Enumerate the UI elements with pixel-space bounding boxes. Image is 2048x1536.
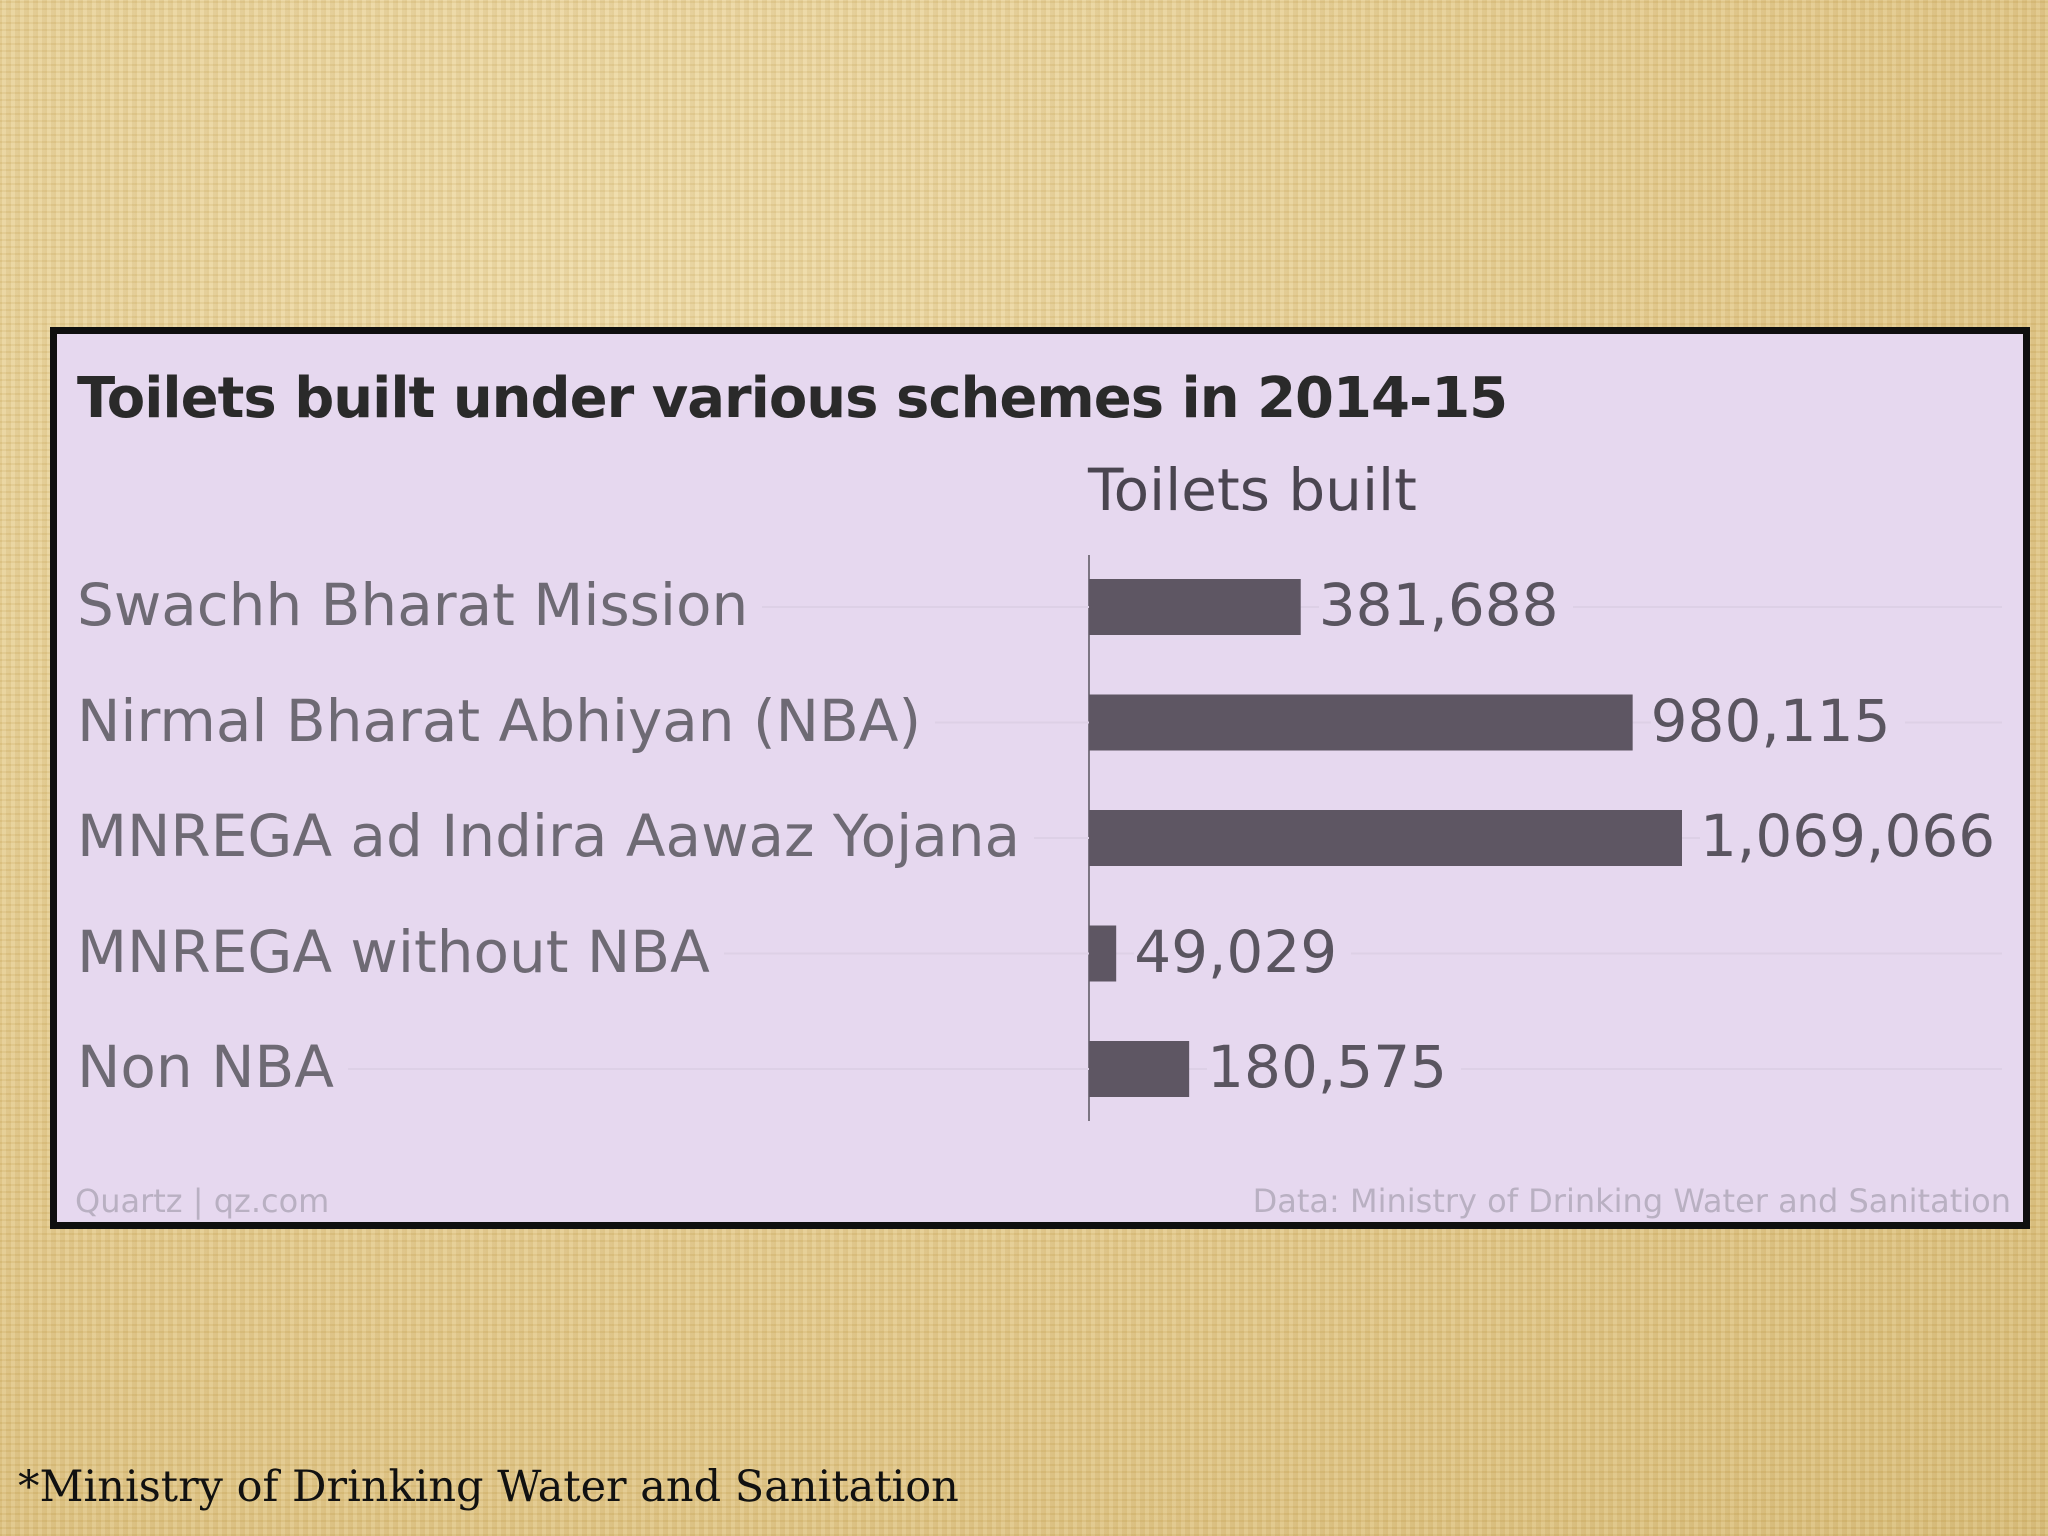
- bar: [1089, 1041, 1190, 1097]
- bar: [1089, 925, 1117, 982]
- source-credit: Quartz | qz.com: [75, 1182, 330, 1220]
- bar-chart: [77, 555, 2002, 1121]
- column-header: Toilets built: [1088, 456, 1417, 524]
- chart-panel: Toilets built under various schemes in 2…: [50, 327, 2030, 1229]
- value-label: 1,069,066: [1700, 802, 2010, 871]
- category-label: MNREGA ad Indira Aawaz Yojana: [77, 802, 1035, 871]
- bar: [1089, 694, 1633, 751]
- category-label: MNREGA without NBA: [77, 917, 724, 986]
- value-label: 381,688: [1318, 571, 1573, 640]
- category-label: Non NBA: [77, 1033, 348, 1102]
- value-label: 49,029: [1134, 917, 1352, 986]
- chart-title: Toilets built under various schemes in 2…: [77, 366, 1508, 431]
- data-source: Data: Ministry of Drinking Water and San…: [1252, 1182, 2011, 1220]
- value-label: 980,115: [1650, 686, 1905, 755]
- category-label: Swachh Bharat Mission: [77, 571, 763, 640]
- value-label: 180,575: [1207, 1033, 1462, 1102]
- category-label: Nirmal Bharat Abhiyan (NBA): [77, 686, 936, 755]
- bar: [1089, 579, 1301, 635]
- bar: [1089, 810, 1682, 866]
- footnote: *Ministry of Drinking Water and Sanitati…: [18, 1462, 959, 1512]
